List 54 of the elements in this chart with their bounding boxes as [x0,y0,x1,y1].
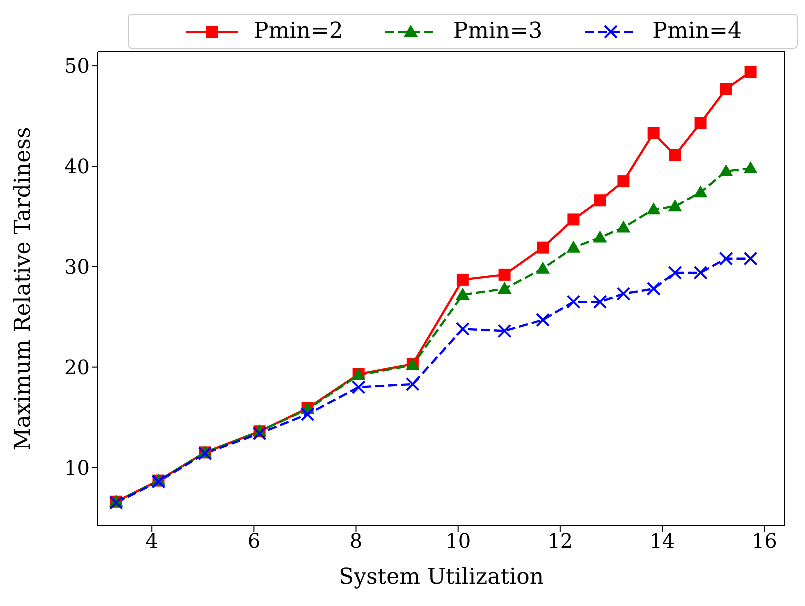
point [566,240,581,253]
point [646,282,661,296]
point [498,324,512,338]
point [537,242,550,254]
legend-label: Pmin=4 [652,19,742,44]
point [744,252,758,266]
point [719,164,734,177]
point [744,66,757,78]
point [566,295,581,310]
x-tick-label: 4 [146,529,158,554]
point [744,161,758,174]
point [694,186,708,198]
point [719,252,734,266]
point [694,266,708,280]
point [669,149,682,162]
point [668,200,682,212]
y-tick-label: 50 [64,54,90,78]
x-tick-label: 14 [650,529,676,554]
point [498,282,512,294]
y-tick-label: 40 [64,154,90,179]
point [593,295,608,310]
point [646,202,661,215]
point [252,426,267,441]
point [300,408,315,422]
y-tick-label: 30 [64,255,90,280]
x-tick-label: 12 [548,529,574,554]
x-tick-label: 10 [446,529,472,554]
point [616,287,631,302]
point [536,313,550,328]
point [406,377,420,392]
point [618,176,630,188]
point [648,127,660,140]
point [593,230,608,243]
point [720,83,732,96]
y-axis-title: Maximum Relative Tardiness [10,127,36,451]
x-tick-label: 8 [350,529,363,554]
y-tick-label: 10 [64,456,90,480]
x-tick-label: 6 [248,529,261,554]
point [694,117,707,130]
x-tick-label: 16 [752,529,778,554]
legend-label: Pmin=2 [254,19,344,44]
y-tick-label: 20 [64,355,90,380]
x-axis-title: System Utilization [339,565,544,590]
point [568,214,580,226]
point [668,266,682,280]
legend-label: Pmin=3 [453,19,543,44]
point [352,380,366,394]
point [456,288,470,300]
point [616,220,631,233]
point [594,194,606,207]
point [456,274,469,286]
point [536,262,550,274]
point [498,268,511,281]
point [456,322,470,336]
